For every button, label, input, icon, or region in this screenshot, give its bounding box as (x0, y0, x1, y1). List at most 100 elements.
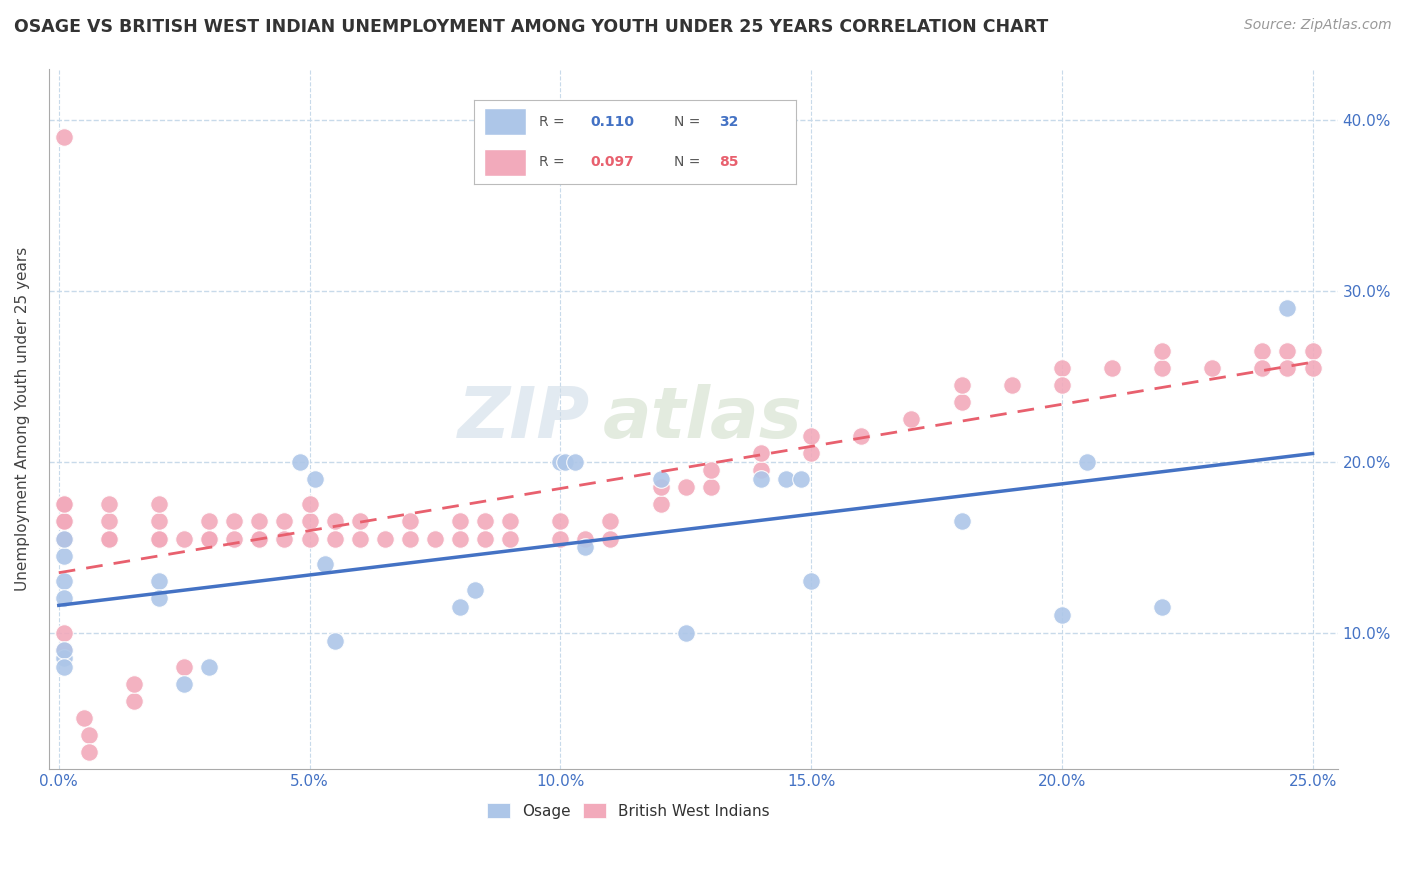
Point (700, 463, 723, 477)
Point (198, 659, 221, 673)
Point (650, 472, 672, 486)
Point (198, 515, 221, 529)
Point (52, 532, 75, 546)
Point (851, 429, 873, 443)
Point (97, 532, 120, 546)
Point (800, 446, 823, 460)
Point (1050, 608, 1073, 623)
Point (749, 472, 772, 486)
Point (97, 532, 120, 546)
Point (449, 599, 471, 614)
Point (298, 497, 321, 511)
Point (224, 515, 246, 529)
Text: Source: ZipAtlas.com: Source: ZipAtlas.com (1244, 18, 1392, 32)
Point (349, 532, 371, 546)
Point (464, 582, 486, 597)
Point (52, 625, 75, 640)
Point (247, 515, 270, 529)
Point (273, 515, 295, 529)
Point (550, 455, 572, 469)
Point (52, 497, 75, 511)
Point (52, 129, 75, 144)
Point (122, 694, 145, 708)
Point (52, 574, 75, 589)
Point (288, 455, 311, 469)
Point (950, 394, 973, 409)
Point (950, 515, 973, 529)
Point (474, 515, 496, 529)
Point (323, 532, 346, 546)
Point (675, 480, 697, 494)
Point (1201, 360, 1223, 375)
Point (52, 515, 75, 529)
Point (52, 659, 75, 673)
Point (550, 532, 572, 546)
Point (52, 651, 75, 665)
Point (52, 549, 75, 563)
Point (1076, 455, 1098, 469)
Point (97, 515, 120, 529)
Point (247, 532, 270, 546)
Point (148, 497, 170, 511)
Point (52, 515, 75, 529)
Point (314, 558, 336, 572)
Point (1302, 343, 1324, 358)
Point (148, 515, 170, 529)
Point (298, 532, 321, 546)
Point (1001, 377, 1024, 392)
Point (599, 532, 621, 546)
Point (950, 377, 973, 392)
Point (52, 532, 75, 546)
Legend: Osage, British West Indians: Osage, British West Indians (481, 797, 776, 825)
Point (675, 625, 697, 640)
Point (398, 532, 420, 546)
Point (198, 532, 221, 546)
Point (323, 634, 346, 648)
Point (398, 515, 420, 529)
Point (247, 532, 270, 546)
Point (900, 412, 922, 426)
Point (574, 540, 596, 554)
Point (173, 659, 195, 673)
Point (73, 711, 96, 725)
Text: atlas: atlas (603, 384, 803, 453)
Point (173, 532, 195, 546)
Point (1050, 360, 1073, 375)
Point (800, 429, 823, 443)
Point (52, 532, 75, 546)
Point (499, 532, 522, 546)
Point (775, 472, 797, 486)
Point (650, 480, 672, 494)
Point (749, 463, 772, 477)
Point (52, 532, 75, 546)
Point (1302, 360, 1324, 375)
Point (349, 515, 371, 529)
Point (650, 497, 672, 511)
Point (499, 515, 522, 529)
Point (148, 532, 170, 546)
Point (77, 745, 100, 759)
Point (77, 728, 100, 742)
Point (148, 574, 170, 589)
Point (52, 591, 75, 606)
Point (298, 515, 321, 529)
Point (574, 532, 596, 546)
Point (1277, 343, 1299, 358)
Point (122, 677, 145, 691)
Point (790, 472, 813, 486)
Point (52, 532, 75, 546)
Point (52, 642, 75, 657)
Point (52, 642, 75, 657)
Point (800, 574, 823, 589)
Point (599, 515, 621, 529)
Point (304, 472, 326, 486)
Point (52, 497, 75, 511)
Point (52, 532, 75, 546)
Point (1251, 360, 1274, 375)
Text: OSAGE VS BRITISH WEST INDIAN UNEMPLOYMENT AMONG YOUTH UNDER 25 YEARS CORRELATION: OSAGE VS BRITISH WEST INDIAN UNEMPLOYMEN… (14, 18, 1049, 36)
Point (449, 532, 471, 546)
Point (1277, 360, 1299, 375)
Point (1101, 360, 1123, 375)
Point (173, 677, 195, 691)
Point (1050, 377, 1073, 392)
